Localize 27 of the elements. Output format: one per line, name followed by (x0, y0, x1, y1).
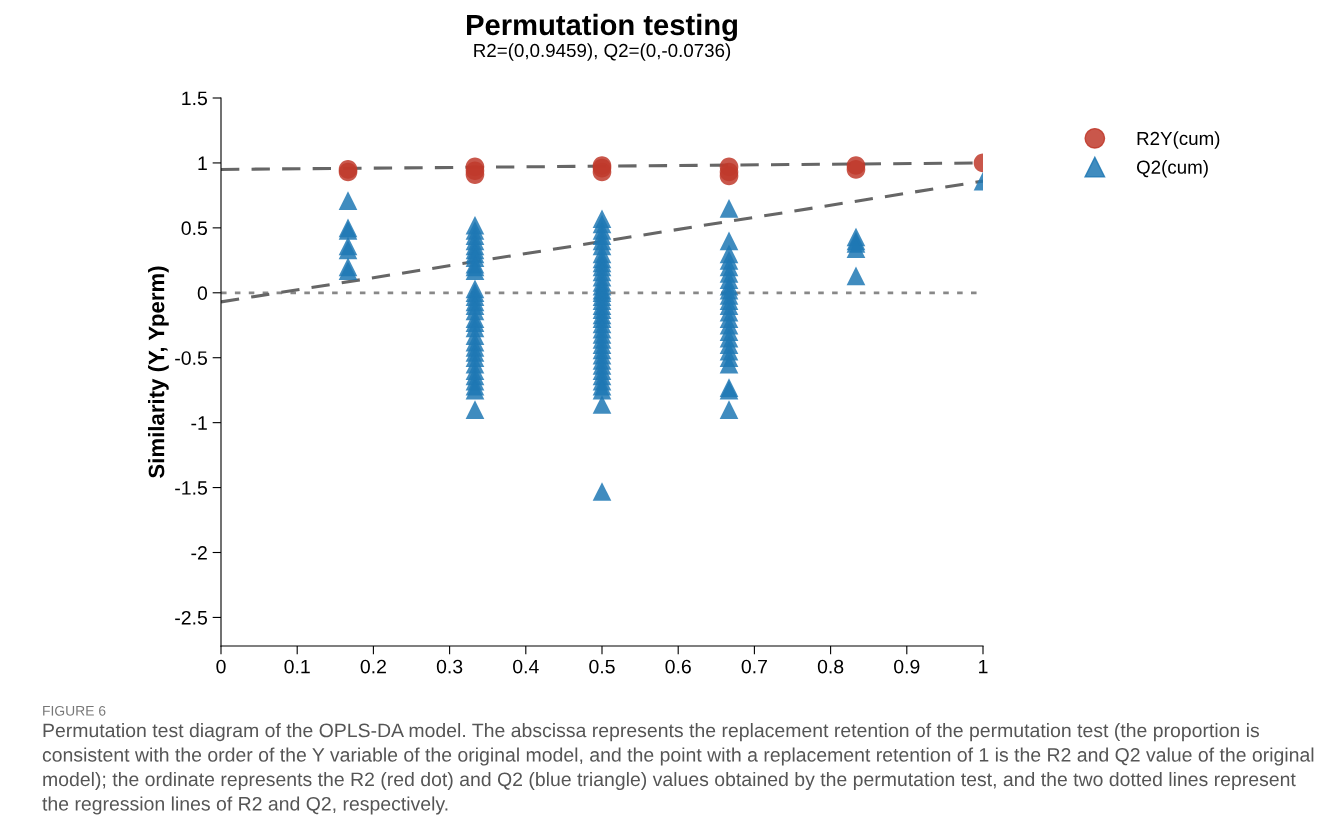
chart-title: Permutation testing (467, 13, 737, 42)
y-axis-title: Similarity (Y, Yperm) (148, 266, 169, 478)
x-tick-label: 0 (216, 659, 226, 674)
x-tick-label: 0.7 (741, 659, 767, 674)
legend-label: R2Y(cum) (1137, 131, 1220, 149)
x-tick-label: 0.3 (436, 659, 463, 674)
text: Permutation test diagram of the OPLS-DA model. The abscissa represents the replacement retention of the permutation test (the proportion is consistent with the order of the Y variable of the original model, and the point with a replacement retention of 1 is the R2 and Q2 value of the original model); the ordinate represents the R2 (red dot) and Q2 (blue triangle) values obtained by the permutation test, and the two dotted lines represent the regression lines of R2 and Q2, respectively. (42, 723, 1314, 815)
y-tick-label: -2 (191, 545, 207, 560)
y-tick-label: -1.5 (175, 481, 207, 495)
caption: FIGURE 6 (43, 705, 106, 716)
y-tick-label: 0 (197, 286, 208, 301)
x-tick-label: 0.2 (360, 659, 386, 674)
y-tick-label: -1 (191, 416, 207, 430)
y-tick-label: -0.5 (175, 351, 207, 365)
x-tick-label: 0.6 (665, 659, 691, 674)
legend-label: Q2(cum) (1136, 160, 1208, 178)
y-tick-label: 1 (198, 156, 207, 170)
x-tick-label: 0.5 (589, 659, 615, 674)
x-tick-label: 0.9 (894, 659, 920, 674)
y-tick-label: 0.5 (181, 221, 207, 236)
y-tick-label: 1.5 (182, 91, 207, 106)
x-tick-label: 0.8 (817, 659, 844, 674)
x-tick-label: 0.4 (513, 659, 539, 674)
x-tick-label: 0.1 (284, 659, 310, 674)
y-tick-label: -2.5 (175, 610, 207, 625)
chart-subtitle: R2=(0,0.9459), Q2=(0,-0.0736) (474, 43, 731, 61)
x-tick-label: 1 (979, 659, 988, 674)
